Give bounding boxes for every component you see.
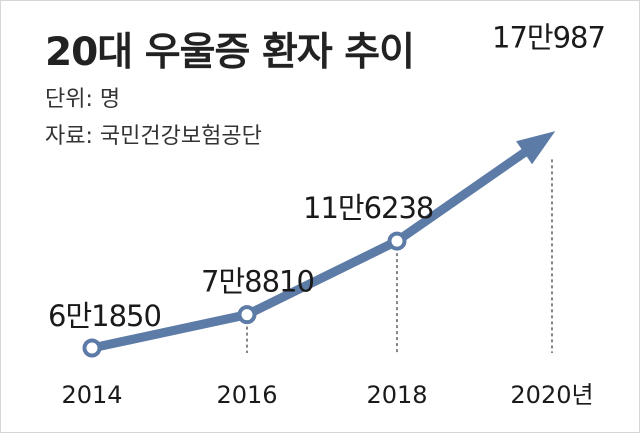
x-tick-label: 2018	[366, 381, 427, 409]
x-tick-label: 2020년	[510, 381, 593, 409]
value-label-2016: 7만8810	[201, 265, 314, 299]
value-label-2014: 6만1850	[48, 299, 161, 333]
source-label: 자료: 국민건강보험공단	[45, 124, 262, 149]
value-label-2020: 17만987	[492, 20, 605, 54]
x-tick-label: 2014	[61, 381, 122, 409]
unit-label: 단위: 명	[45, 87, 121, 112]
x-tick-label: 2016	[216, 381, 277, 409]
data-point-2018	[387, 231, 407, 251]
series-arrow-head	[516, 131, 556, 165]
data-point-2016	[237, 305, 257, 325]
series-line	[87, 148, 529, 353]
value-label-2018: 11만6238	[303, 191, 433, 225]
chart-title: 20대 우울증 환자 추이	[45, 30, 415, 75]
data-point-2014	[82, 338, 102, 358]
